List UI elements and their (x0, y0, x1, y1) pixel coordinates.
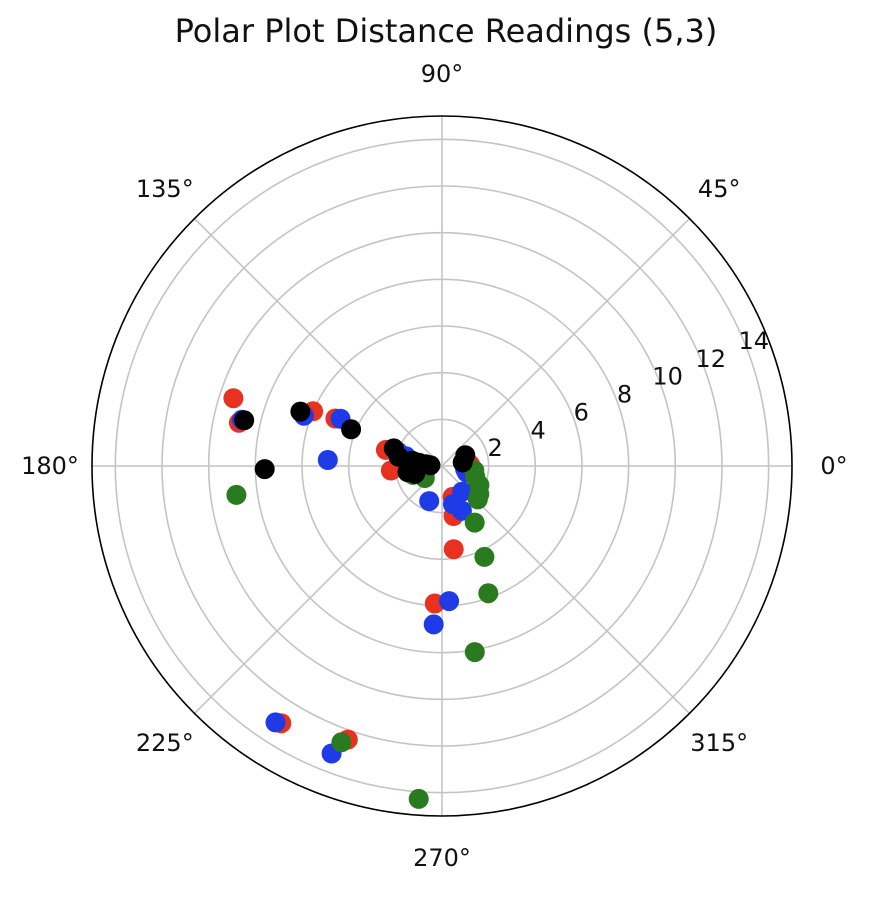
data-point-s1-3 (317, 450, 338, 470)
theta-tick-label-180: 180° (21, 452, 79, 480)
radial-gridline-135 (193, 217, 443, 467)
theta-tick-label-270: 270° (413, 844, 471, 872)
data-point-s3-12 (420, 455, 441, 476)
data-point-s1-12 (419, 491, 440, 512)
ring-gridline-10 (207, 231, 677, 701)
data-point-s3-1 (290, 401, 311, 422)
data-point-s3-3 (254, 459, 275, 480)
theta-tick-label-90: 90° (421, 60, 464, 88)
data-point-s3-13 (383, 438, 404, 459)
data-point-s3-11 (405, 463, 426, 484)
r-tick-label-12: 12 (695, 345, 726, 373)
polar-frame (91, 115, 793, 817)
data-point-s2-8 (474, 546, 495, 567)
data-point-s2-11 (331, 732, 352, 753)
ring-gridline-12 (161, 185, 723, 747)
r-tick-label-2: 2 (487, 434, 502, 462)
chart-title: Polar Plot Distance Readings (5,3) (174, 12, 718, 50)
data-point-s1-15 (265, 712, 286, 733)
data-point-s1-17 (442, 494, 463, 515)
radial-gridline-45 (441, 217, 691, 467)
data-point-s2-0 (226, 484, 247, 505)
data-point-s2-7 (464, 512, 485, 533)
radial-gridline-225 (193, 465, 443, 715)
data-point-s2-9 (478, 583, 499, 604)
data-point-s0-0 (223, 388, 244, 409)
data-point-s3-0 (234, 410, 255, 431)
data-point-s0-13 (443, 539, 464, 560)
theta-tick-label-135: 135° (136, 175, 194, 203)
data-point-s1-14 (423, 614, 444, 635)
data-point-s3-2 (341, 419, 362, 440)
theta-tick-label-0: 0° (820, 452, 847, 480)
ring-gridline-4 (347, 371, 537, 561)
theta-tick-labels: 0° 45° 90° 135° 180° 225° 270° 315° (21, 60, 848, 872)
data-point-s2-10 (464, 642, 485, 663)
r-tick-labels: 2 468 10 12 14 (487, 327, 769, 462)
r-tick-label-8: 8 (617, 381, 632, 409)
data-point-s2-12 (408, 788, 429, 809)
ring-gridline-14 (114, 138, 770, 794)
r-tick-label-10: 10 (652, 363, 683, 391)
data-point-s2-13 (467, 489, 488, 510)
data-point-s1-13 (439, 591, 460, 612)
theta-tick-label-225: 225° (136, 729, 194, 757)
data-points (223, 388, 499, 809)
r-tick-label-14: 14 (739, 327, 770, 355)
polar-grid (92, 116, 792, 816)
r-tick-label-4: 4 (531, 416, 546, 444)
data-point-s3-9 (455, 445, 476, 466)
theta-tick-label-45: 45° (698, 175, 741, 203)
theta-tick-label-315: 315° (690, 729, 748, 757)
r-tick-label-6: 6 (574, 398, 589, 426)
